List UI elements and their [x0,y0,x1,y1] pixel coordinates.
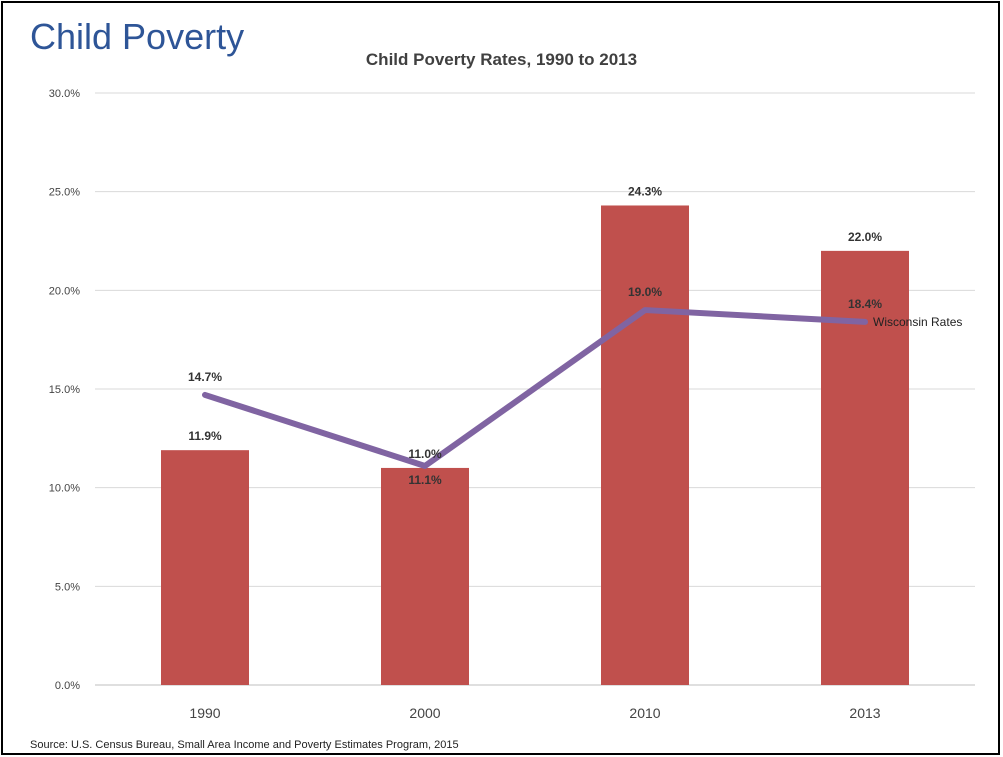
y-tick-label: 5.0% [55,581,80,593]
line-data-label: 18.4% [848,297,882,311]
chart-title: Child Poverty Rates, 1990 to 2013 [365,50,638,69]
y-tick-label: 20.0% [49,285,80,297]
line-data-label: 19.0% [628,285,662,299]
line-data-label: 14.7% [188,370,222,384]
x-tick-label: 2000 [409,705,440,721]
line-series-label: Wisconsin Rates [873,315,962,329]
x-tick-label: 2013 [849,705,880,721]
source-note: Source: U.S. Census Bureau, Small Area I… [30,739,459,751]
line-data-label: 11.1% [408,473,442,487]
bar-data-label: 11.0% [408,447,442,461]
bar [601,205,689,686]
x-tick-label: 1990 [189,705,220,721]
bar [161,450,249,685]
x-tick-label: 2010 [629,705,660,721]
bar [381,467,469,685]
bar-data-label: 24.3% [628,184,662,198]
line-series-wisconsin-rates [202,307,868,469]
bar-data-label: 22.0% [848,230,882,244]
y-tick-label: 25.0% [49,187,80,199]
y-tick-label: 30.0% [49,88,80,100]
y-tick-label: 10.0% [49,483,80,495]
slide-title: Child Poverty [30,16,245,57]
y-tick-label: 15.0% [49,384,80,396]
bar-data-label: 11.9% [188,429,222,443]
y-tick-label: 0.0% [55,680,80,692]
